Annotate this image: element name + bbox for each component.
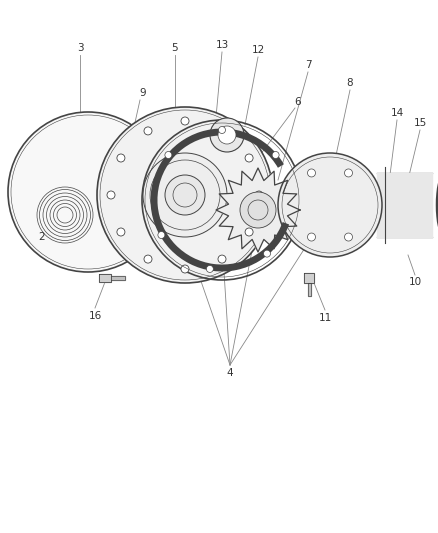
Circle shape bbox=[307, 233, 315, 241]
Circle shape bbox=[344, 233, 352, 241]
Circle shape bbox=[143, 153, 226, 237]
Circle shape bbox=[117, 154, 125, 162]
Circle shape bbox=[272, 151, 279, 158]
Circle shape bbox=[180, 117, 189, 125]
Text: 15: 15 bbox=[413, 118, 426, 128]
Text: 16: 16 bbox=[88, 311, 101, 321]
Text: 2: 2 bbox=[39, 232, 45, 242]
Circle shape bbox=[209, 118, 244, 152]
Text: 7: 7 bbox=[304, 60, 311, 70]
Text: 12: 12 bbox=[251, 45, 264, 55]
Text: 10: 10 bbox=[407, 277, 420, 287]
Circle shape bbox=[307, 169, 315, 177]
Circle shape bbox=[263, 250, 270, 257]
Circle shape bbox=[8, 112, 168, 272]
Polygon shape bbox=[215, 168, 299, 252]
Circle shape bbox=[97, 107, 272, 283]
Circle shape bbox=[277, 153, 381, 257]
Polygon shape bbox=[99, 274, 111, 282]
Text: 8: 8 bbox=[346, 78, 353, 88]
Circle shape bbox=[144, 255, 152, 263]
Polygon shape bbox=[111, 276, 125, 280]
Circle shape bbox=[158, 231, 165, 238]
Text: 14: 14 bbox=[389, 108, 403, 118]
Polygon shape bbox=[303, 273, 313, 283]
Text: 6: 6 bbox=[294, 97, 300, 107]
Text: 11: 11 bbox=[318, 313, 331, 323]
Circle shape bbox=[165, 151, 172, 158]
Circle shape bbox=[117, 228, 125, 236]
Text: 4: 4 bbox=[226, 368, 233, 378]
Circle shape bbox=[218, 255, 226, 263]
Circle shape bbox=[206, 265, 213, 272]
Circle shape bbox=[344, 169, 352, 177]
Circle shape bbox=[165, 175, 205, 215]
Circle shape bbox=[240, 192, 276, 228]
Circle shape bbox=[244, 154, 253, 162]
Polygon shape bbox=[307, 283, 310, 296]
Circle shape bbox=[254, 191, 262, 199]
Text: 5: 5 bbox=[171, 43, 178, 53]
Circle shape bbox=[144, 127, 152, 135]
Circle shape bbox=[218, 126, 225, 133]
Circle shape bbox=[107, 191, 115, 199]
Circle shape bbox=[218, 127, 226, 135]
Text: 13: 13 bbox=[215, 40, 228, 50]
Circle shape bbox=[218, 126, 236, 144]
Circle shape bbox=[180, 265, 189, 273]
Circle shape bbox=[244, 228, 253, 236]
Text: 3: 3 bbox=[77, 43, 83, 53]
Text: 9: 9 bbox=[139, 88, 146, 98]
